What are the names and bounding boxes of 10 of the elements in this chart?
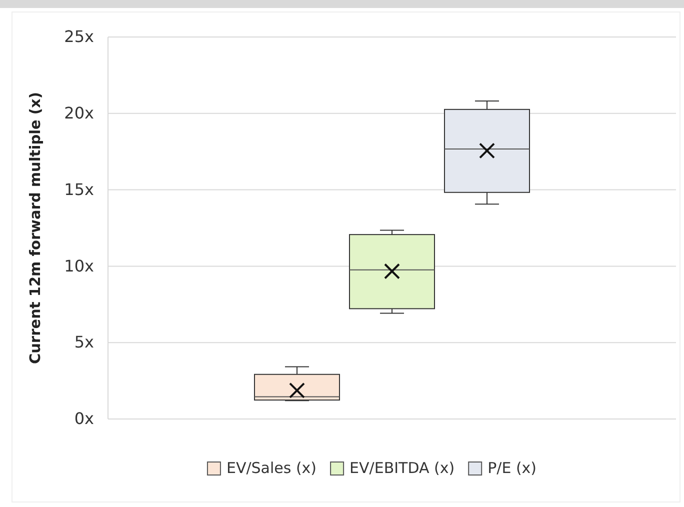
legend-label: EV/Sales (x)	[226, 459, 317, 477]
y-axis-title: Current 12m forward multiple (x)	[28, 92, 44, 364]
legend-label: P/E (x)	[488, 459, 537, 477]
y-tick-label: 10x	[64, 256, 94, 276]
y-tick-label: 25x	[64, 27, 94, 46]
y-tick-label: 15x	[64, 180, 94, 199]
y-tick-label: 20x	[64, 104, 94, 123]
y-tick-label: 5x	[74, 332, 94, 352]
legend-label: EV/EBITDA (x)	[350, 459, 455, 477]
y-tick-label: 0x	[74, 409, 94, 428]
